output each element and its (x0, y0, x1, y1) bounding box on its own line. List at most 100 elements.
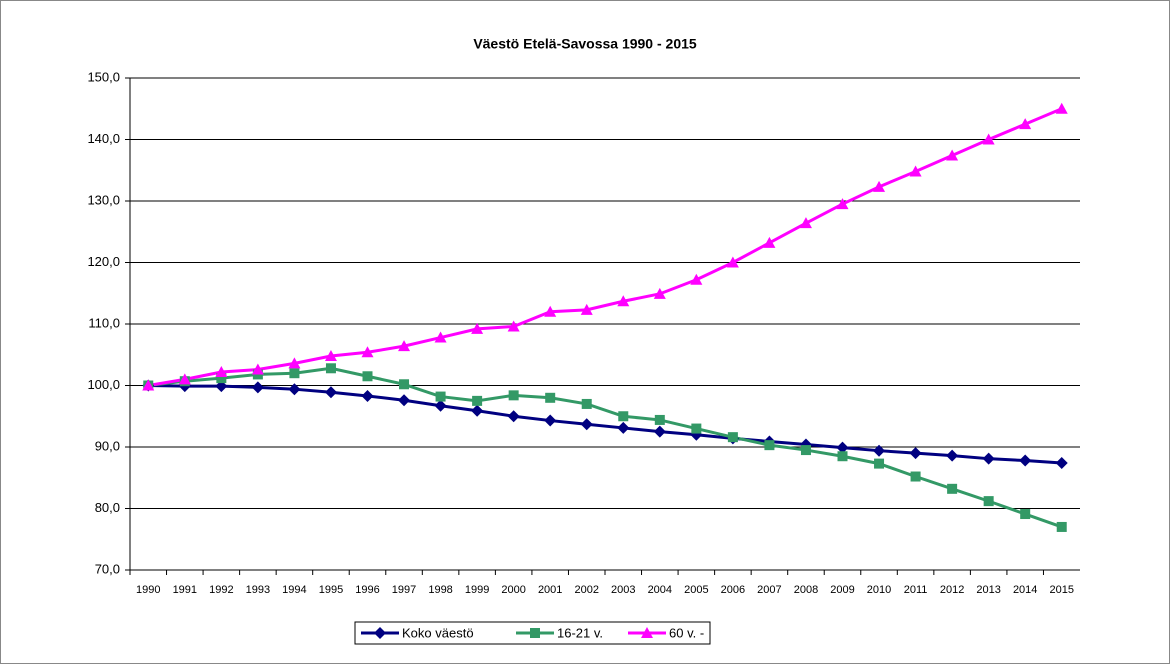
y-tick-label: 130,0 (87, 192, 120, 207)
point (1019, 454, 1032, 467)
x-tick-label: 2005 (684, 584, 708, 596)
point (324, 349, 337, 361)
point (471, 404, 484, 417)
x-tick-label: 1995 (319, 584, 343, 596)
point (800, 445, 811, 456)
point (580, 303, 593, 315)
y-tick-label: 150,0 (87, 69, 120, 84)
point (799, 217, 812, 229)
point (472, 395, 483, 406)
x-tick-label: 1991 (173, 584, 197, 596)
point (910, 471, 921, 482)
x-tick-label: 2004 (648, 584, 672, 596)
x-tick-label: 2010 (867, 584, 891, 596)
x-tick-label: 2007 (757, 584, 781, 596)
point (374, 627, 386, 639)
point (909, 165, 922, 177)
point (361, 346, 374, 358)
x-tick-label: 2011 (904, 584, 928, 596)
point (837, 451, 848, 462)
series-line (148, 366, 1063, 529)
point (873, 180, 886, 192)
point (530, 628, 540, 638)
point (873, 444, 886, 457)
y-tick-label: 140,0 (87, 131, 120, 146)
point (727, 432, 738, 443)
y-tick-label: 110,0 (88, 315, 120, 330)
x-tick-label: 1998 (428, 584, 452, 596)
point (836, 198, 849, 210)
x-tick-label: 2009 (830, 584, 854, 596)
x-tick-label: 1999 (465, 584, 489, 596)
point (909, 447, 922, 460)
x-tick-label: 1992 (209, 584, 233, 596)
point (325, 363, 336, 374)
point (178, 373, 191, 385)
point (398, 340, 411, 352)
point (362, 371, 373, 382)
x-tick-label: 2002 (574, 584, 598, 596)
legend-label: 16-21 v. (557, 625, 603, 640)
x-tick-label: 2012 (940, 584, 964, 596)
x-tick-label: 2015 (1049, 584, 1073, 596)
y-tick-label: 120,0 (87, 254, 120, 269)
point (251, 363, 264, 375)
point (764, 440, 775, 451)
point (946, 149, 959, 161)
point (434, 331, 447, 343)
point (215, 365, 228, 377)
point (617, 421, 630, 434)
legend: Koko väestö 16-21 v. 60 v. - (354, 621, 711, 645)
legend-label: Koko väestö (402, 625, 474, 640)
point (251, 381, 264, 394)
point (691, 423, 702, 434)
point (507, 410, 520, 423)
x-tick-label: 1997 (392, 584, 416, 596)
point (435, 391, 446, 402)
x-tick-label: 1990 (136, 584, 160, 596)
x-tick-label: 1993 (246, 584, 270, 596)
y-tick-label: 80,0 (95, 500, 120, 515)
x-tick-label: 2000 (501, 584, 525, 596)
point (654, 414, 665, 425)
point (508, 390, 519, 401)
point (288, 357, 301, 369)
point (1019, 118, 1032, 130)
point (581, 398, 592, 409)
point (1020, 509, 1031, 520)
legend-label: 60 v. - (669, 625, 704, 640)
series-line (148, 107, 1063, 387)
point (288, 383, 301, 396)
point (544, 414, 557, 427)
point (617, 295, 630, 307)
point (690, 273, 703, 285)
y-tick-label: 70,0 (95, 561, 120, 576)
point (471, 322, 484, 334)
point (1055, 102, 1068, 114)
point (874, 458, 885, 469)
point (653, 287, 666, 299)
x-tick-label: 2001 (538, 584, 562, 596)
point (946, 449, 959, 462)
x-tick-label: 2008 (794, 584, 818, 596)
point (216, 373, 227, 384)
x-tick-label: 1994 (282, 584, 306, 596)
y-tick-label: 90,0 (95, 438, 120, 453)
x-tick-label: 2006 (721, 584, 745, 596)
point (544, 305, 557, 317)
point (983, 496, 994, 507)
point (653, 425, 666, 438)
point (947, 483, 958, 494)
point (399, 379, 410, 390)
point (1055, 456, 1068, 469)
point (618, 411, 629, 422)
point (982, 133, 995, 145)
point (580, 418, 593, 431)
point (434, 399, 447, 412)
series-line (148, 384, 1062, 465)
point (836, 441, 849, 454)
point (398, 394, 411, 407)
point (507, 320, 520, 332)
